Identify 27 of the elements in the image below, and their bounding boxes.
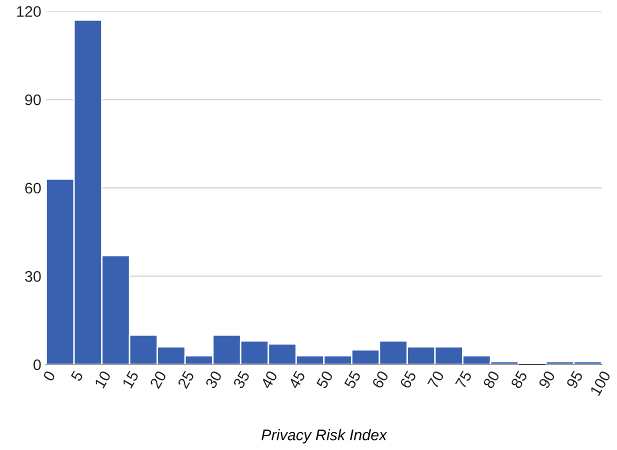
y-tick-label: 90	[25, 94, 41, 106]
y-tick-label: 120	[17, 6, 41, 17]
y-tick-label: 30	[25, 271, 41, 282]
x-tick-label: 35	[232, 370, 250, 390]
x-tick-label: 65	[399, 370, 417, 390]
x-tick-label: 45	[288, 370, 306, 390]
x-tick-label: 15	[122, 370, 139, 389]
x-tick-label: 55	[344, 370, 362, 390]
x-tick-label: 0	[42, 370, 56, 382]
x-tick-label: 60	[372, 370, 389, 390]
x-tick-label: 100	[590, 370, 611, 396]
x-tick-label: 40	[260, 370, 278, 390]
x-tick-label: 80	[482, 370, 500, 390]
x-tick-label: 10	[94, 370, 112, 389]
x-axis-title: Privacy Risk Index	[262, 429, 388, 444]
x-tick-label: 75	[455, 370, 472, 390]
x-tick-label: 85	[510, 370, 528, 390]
x-tick-label: 50	[316, 370, 334, 390]
x-tick-label: 95	[566, 370, 584, 390]
y-tick-label: 0	[34, 359, 41, 370]
x-tick-label: 5	[70, 370, 84, 382]
x-tick-label: 70	[427, 370, 444, 390]
x-tick-label: 20	[150, 370, 167, 390]
y-tick-label: 60	[25, 182, 41, 194]
x-tick-label: 30	[205, 370, 222, 390]
x-tick-label: 90	[538, 370, 556, 390]
x-tick-label: 25	[177, 370, 194, 390]
